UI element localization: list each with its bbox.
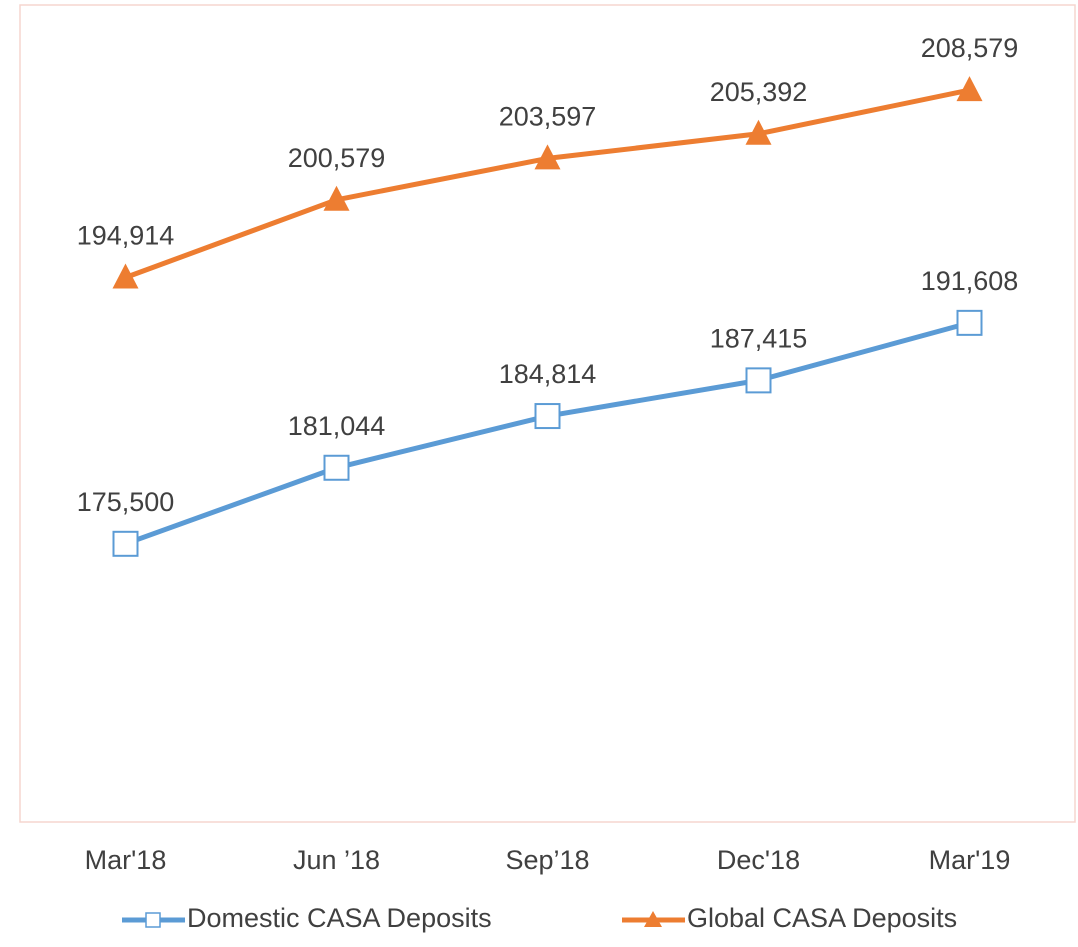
marker bbox=[956, 76, 983, 102]
marker bbox=[745, 119, 772, 145]
data-label: 175,500 bbox=[77, 487, 175, 517]
marker bbox=[323, 185, 350, 211]
marker bbox=[745, 367, 772, 394]
x-tick-label: Mar'19 bbox=[929, 845, 1011, 875]
data-label: 208,579 bbox=[921, 33, 1019, 63]
x-tick-label: Sep’18 bbox=[505, 845, 589, 875]
legend-label: Global CASA Deposits bbox=[687, 903, 957, 933]
data-label: 191,608 bbox=[921, 266, 1019, 296]
data-label: 200,579 bbox=[288, 143, 386, 173]
series-line bbox=[124, 320, 971, 547]
data-label: 184,814 bbox=[499, 359, 597, 389]
marker bbox=[534, 403, 561, 430]
legend-marker bbox=[145, 912, 161, 928]
data-label: 194,914 bbox=[77, 221, 175, 251]
marker bbox=[956, 309, 983, 336]
legend-marker bbox=[644, 911, 662, 927]
data-label: 203,597 bbox=[499, 102, 597, 132]
marker bbox=[323, 454, 350, 481]
legend-label: Domestic CASA Deposits bbox=[187, 903, 492, 933]
x-tick-label: Dec'18 bbox=[717, 845, 800, 875]
marker bbox=[112, 263, 139, 289]
marker bbox=[534, 144, 561, 170]
plot-border bbox=[19, 4, 1076, 823]
data-label: 181,044 bbox=[288, 411, 386, 441]
x-tick-label: Jun ’18 bbox=[293, 845, 380, 875]
data-label: 187,415 bbox=[710, 323, 808, 353]
x-tick-label: Mar'18 bbox=[85, 845, 167, 875]
marker bbox=[112, 530, 139, 557]
data-label: 205,392 bbox=[710, 77, 808, 107]
